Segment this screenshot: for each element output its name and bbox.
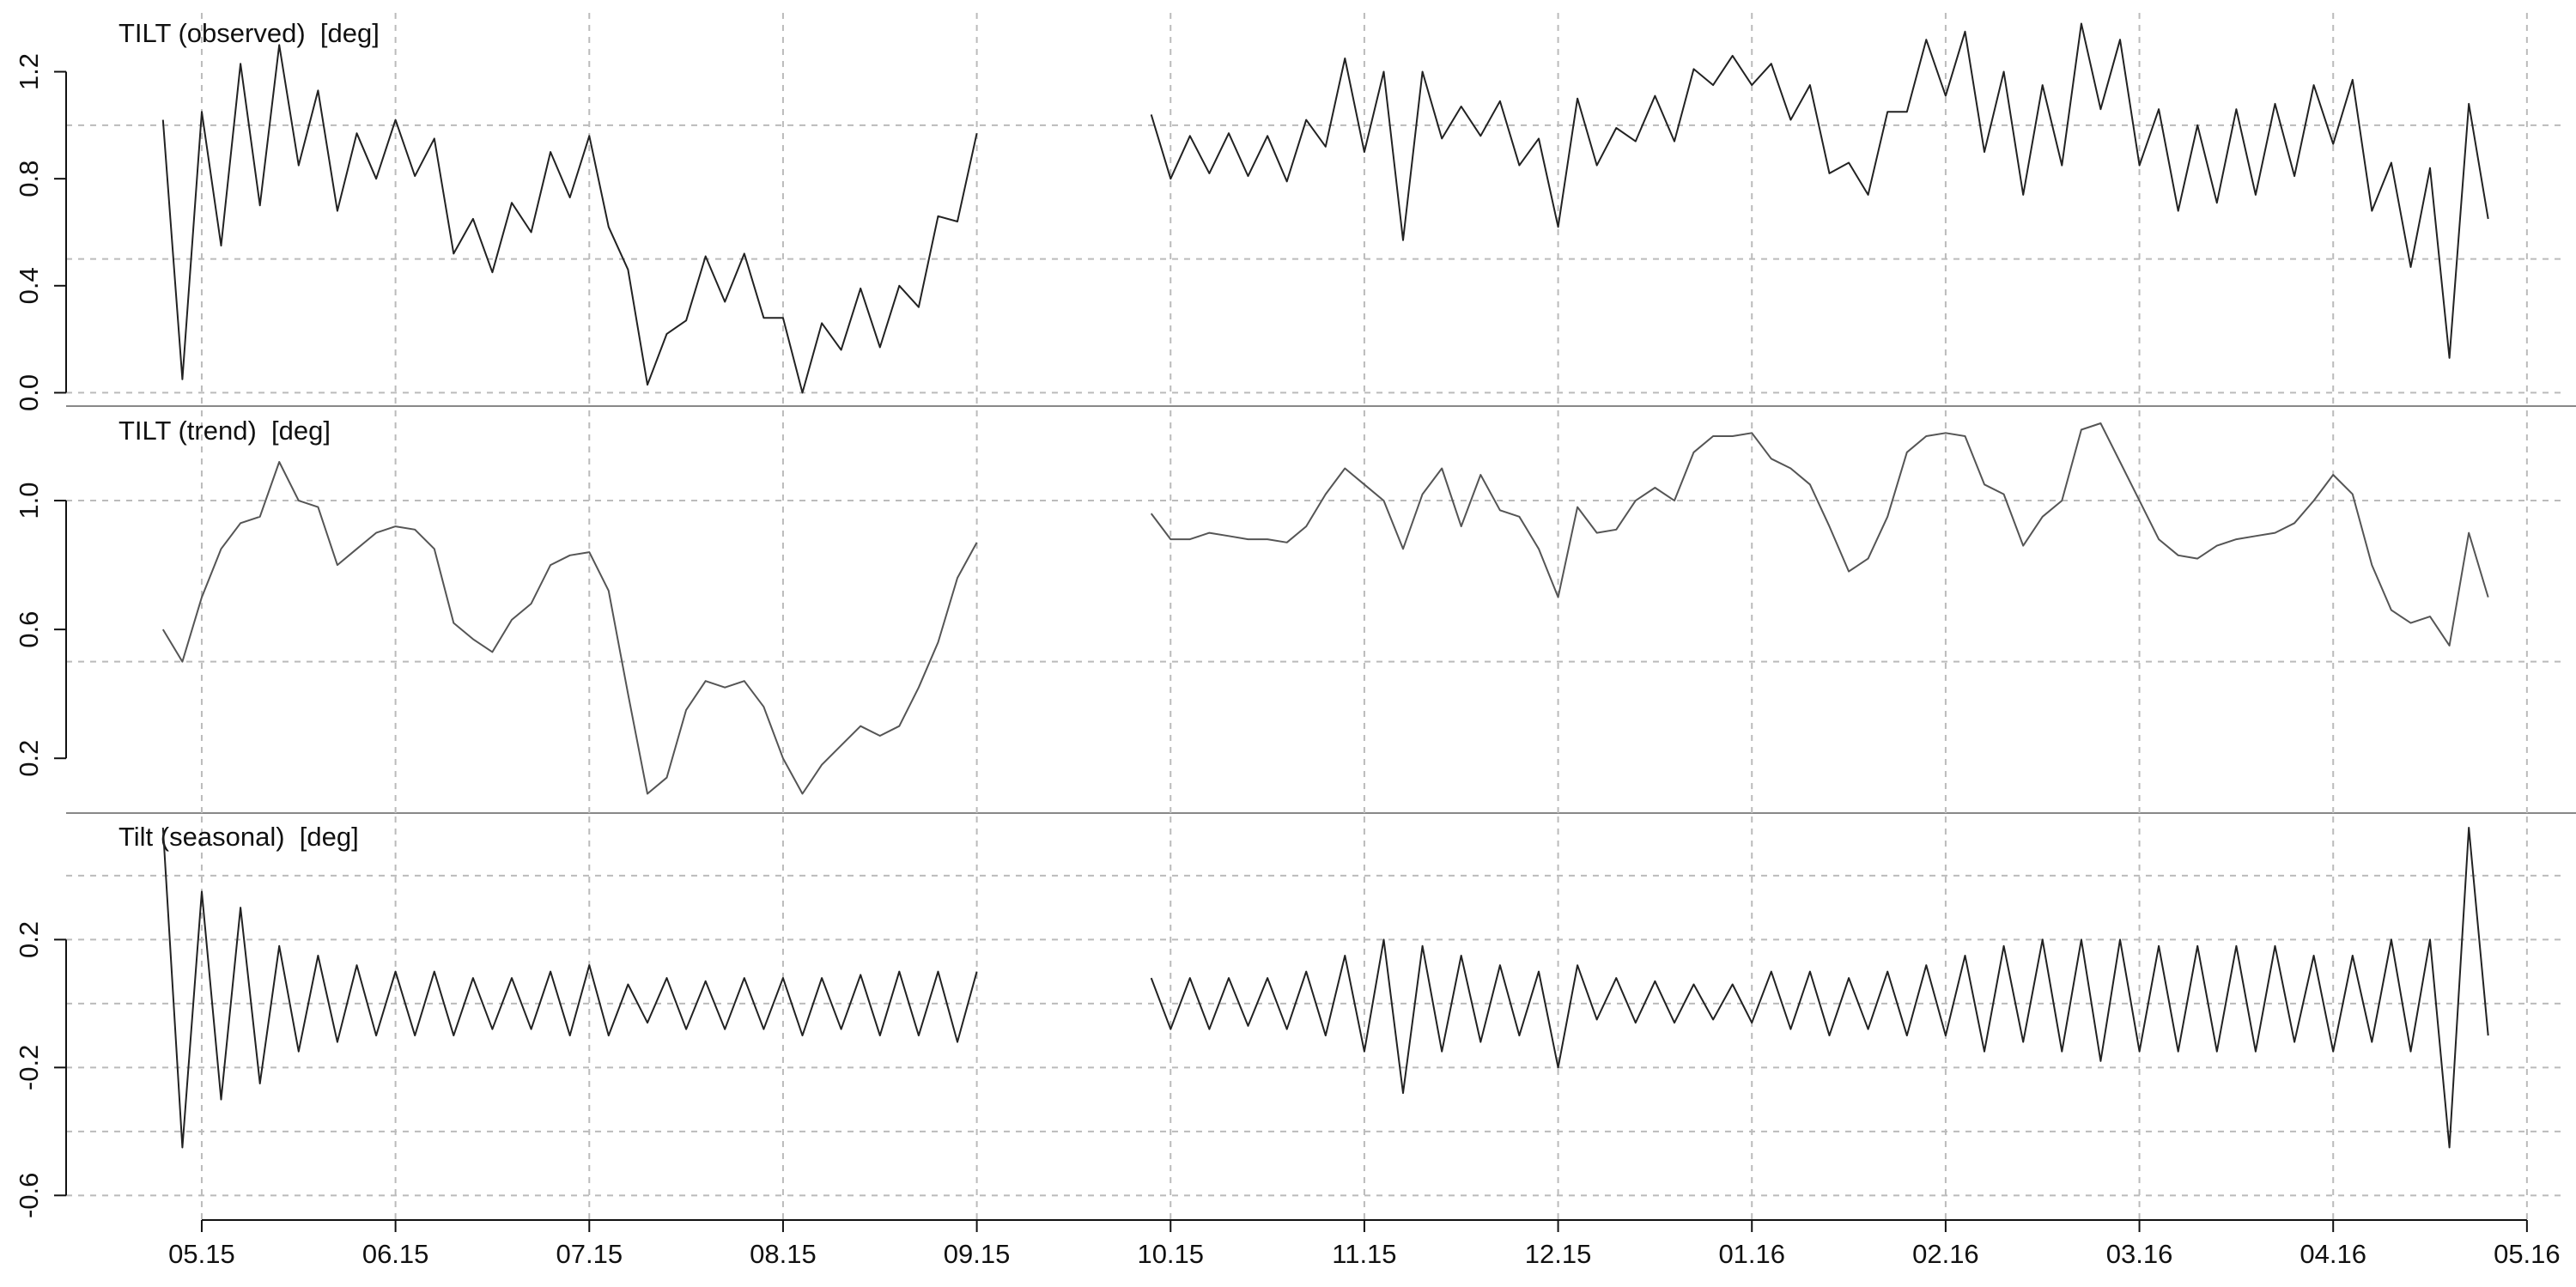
series-line bbox=[161, 22, 2489, 394]
x-tick-label: 03.16 bbox=[2106, 1239, 2173, 1269]
y-tick-label: 0.0 bbox=[14, 374, 44, 411]
y-tick-label: 1.2 bbox=[14, 53, 44, 90]
x-tick-label: 04.16 bbox=[2300, 1239, 2366, 1269]
x-tick-label: 12.15 bbox=[1525, 1239, 1592, 1269]
y-tick-label: 0.8 bbox=[14, 161, 44, 197]
x-tick-label: 09.15 bbox=[944, 1239, 1011, 1269]
x-tick-label: 05.16 bbox=[2494, 1239, 2561, 1269]
x-tick-label: 10.15 bbox=[1137, 1239, 1204, 1269]
y-tick-label: 0.2 bbox=[14, 740, 44, 777]
y-tick-label: -0.6 bbox=[14, 1173, 44, 1218]
series-line bbox=[161, 422, 2489, 795]
panel-title: Tilt (seasonal) [deg] bbox=[118, 822, 359, 852]
y-tick-label: 1.0 bbox=[14, 483, 44, 519]
y-tick-label: 0.2 bbox=[14, 921, 44, 958]
x-tick-label: 05.15 bbox=[168, 1239, 235, 1269]
x-tick-label: 07.15 bbox=[556, 1239, 623, 1269]
panel-title: TILT (trend) [deg] bbox=[118, 416, 331, 446]
x-tick-label: 08.15 bbox=[750, 1239, 817, 1269]
x-tick-label: 01.16 bbox=[1718, 1239, 1785, 1269]
x-tick-label: 11.15 bbox=[1332, 1239, 1396, 1269]
y-tick-label: 0.6 bbox=[14, 611, 44, 648]
panel-title: TILT (observed) [deg] bbox=[118, 18, 380, 48]
x-tick-label: 02.16 bbox=[1912, 1239, 1979, 1269]
y-tick-label: -0.2 bbox=[14, 1045, 44, 1090]
series-line bbox=[161, 827, 2489, 1149]
y-tick-label: 0.4 bbox=[14, 267, 44, 304]
x-tick-label: 06.15 bbox=[362, 1239, 429, 1269]
